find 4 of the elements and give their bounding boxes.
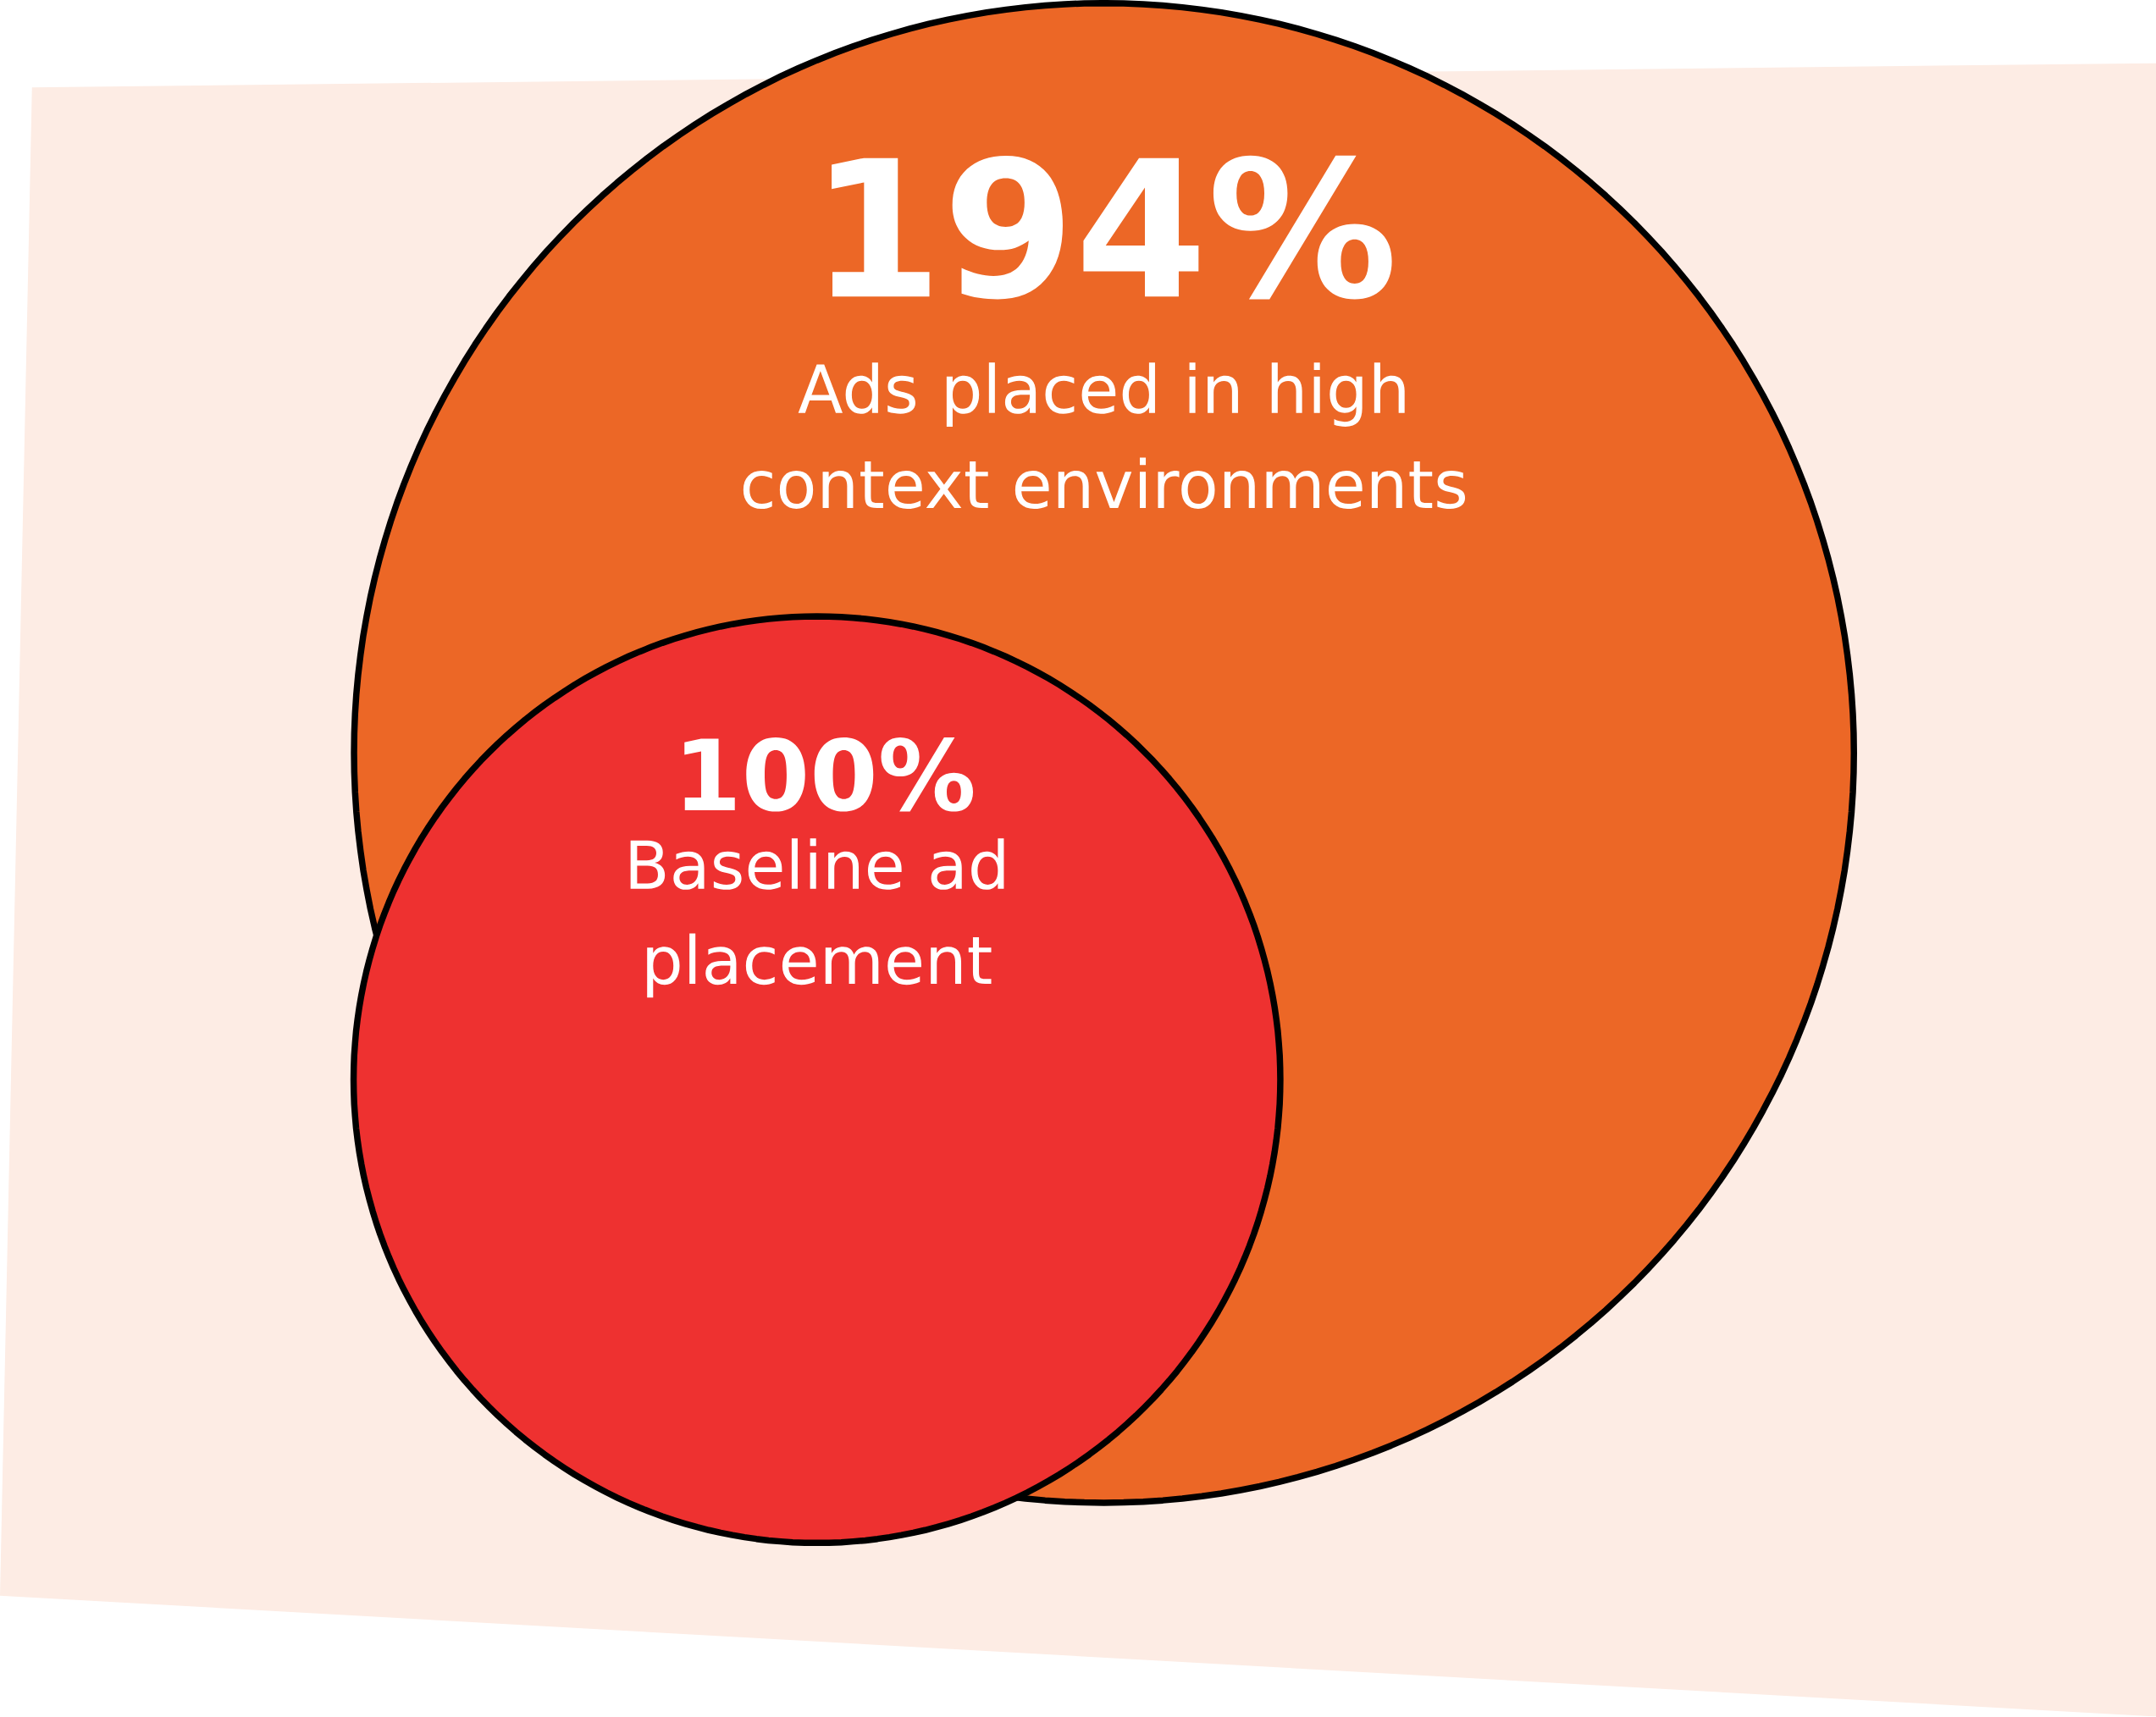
category-label: Baseline ad placement (630, 838, 1004, 998)
data-label: 194% (832, 155, 1392, 300)
data-label: 100% (684, 737, 974, 812)
category-label: Ads placed in high context environments (743, 362, 1466, 510)
